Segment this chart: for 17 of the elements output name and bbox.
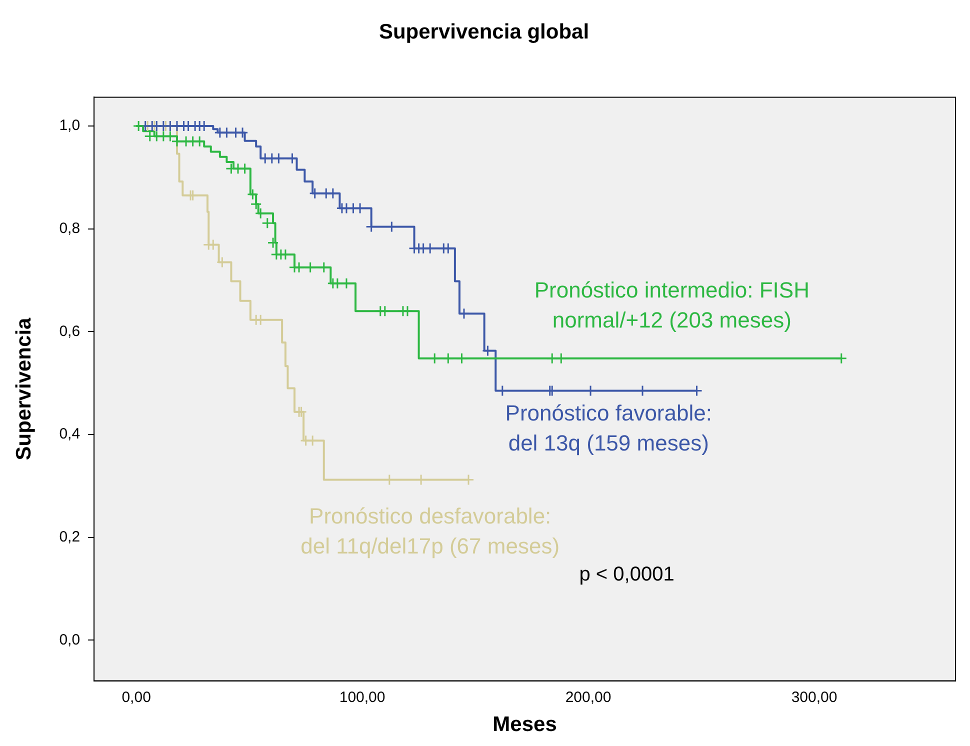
x-tick-label: 300,00 [791,688,838,706]
x-tick-label: 200,00 [565,688,612,706]
series-label: Pronóstico desfavorable: del 11q/del17p (67 meses) [300,504,560,559]
annotation: p < 0,0001 [579,564,674,586]
y-tick-label: 1,0 [59,117,80,134]
y-axis-title: Supervivencia [12,317,36,460]
x-axis-title: Meses [492,713,557,736]
x-tick-label: 100,00 [339,688,386,706]
y-tick-label: 0,6 [59,322,80,340]
series-label: Pronóstico favorable: del 13q (159 meses) [505,400,712,456]
chart-title: Supervivencia global [378,20,590,44]
y-tick-label: 0,4 [59,426,80,443]
y-tick-label: 0,2 [59,528,80,546]
y-tick-label: 0,8 [59,220,80,237]
series-label: Pronóstico intermedio: FISH normal/+12 (203 meses) [534,277,810,332]
x-tick-label: 0,00 [122,688,151,706]
y-tick-label: 0,0 [59,631,80,648]
